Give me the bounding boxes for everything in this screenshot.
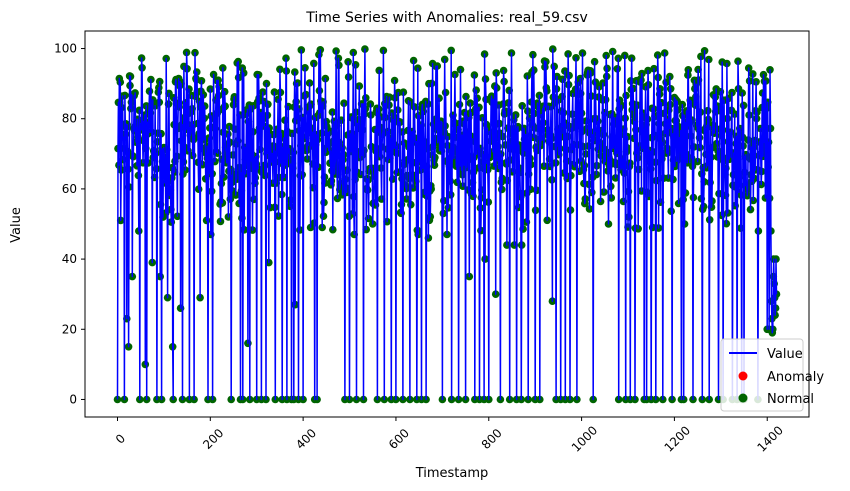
y-tick-label: 80	[62, 112, 77, 126]
y-tick-label: 20	[62, 322, 77, 336]
legend-normal-swatch	[738, 393, 748, 403]
y-axis-ticks: 0 20 40 60 80 100	[54, 42, 85, 406]
y-axis-label: Value	[9, 207, 24, 243]
y-tick-label: 60	[62, 182, 77, 196]
legend-value-label: Value	[767, 347, 803, 362]
plot-area	[113, 45, 781, 404]
value-line	[116, 48, 778, 401]
chart-title: Time Series with Anomalies: real_59.csv	[305, 10, 588, 26]
x-axis-label: Timestamp	[415, 466, 489, 481]
y-tick-label: 0	[69, 392, 77, 406]
legend-anomaly-label: Anomaly	[767, 370, 824, 385]
legend-anomaly-swatch	[738, 371, 748, 381]
axes-frame	[84, 30, 810, 418]
legend: Value Anomaly Normal	[720, 338, 824, 412]
legend-box	[720, 338, 804, 412]
legend-normal-label: Normal	[767, 392, 814, 407]
y-tick-label: 40	[62, 252, 77, 266]
y-tick-label: 100	[54, 42, 77, 56]
